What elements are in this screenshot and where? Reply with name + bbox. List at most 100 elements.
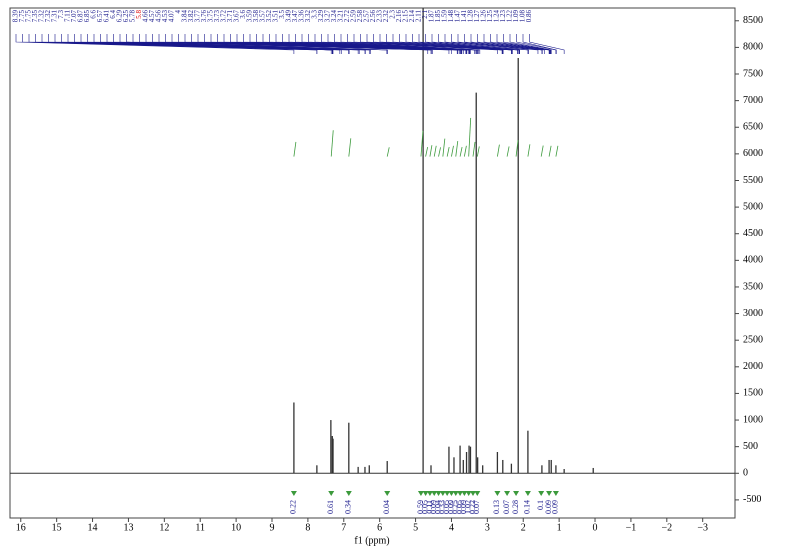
x-tick-label: 2 (521, 522, 526, 533)
peak-label: 1.08 (519, 10, 527, 23)
peak-label: 2.57 (363, 10, 371, 23)
y-tick-label: 5500 (743, 175, 763, 186)
y-tick-label: 0 (743, 468, 748, 479)
integral-curve (555, 145, 559, 157)
integral-curve (293, 141, 297, 157)
x-tick-label: 14 (88, 522, 98, 533)
peak-label: 2.33 (376, 10, 384, 23)
peak-label: 3.57 (259, 10, 267, 23)
y-tick-label: 7500 (743, 68, 763, 79)
peak-label: 3.77 (194, 10, 202, 23)
peak-label: 7.11 (64, 10, 72, 22)
peak-label: 1.24 (493, 10, 501, 23)
integral-label: 0.09 (551, 500, 560, 514)
peak-label-connector (139, 34, 388, 54)
integral-marker (290, 491, 297, 496)
peak-label: 3.49 (285, 10, 293, 23)
peak-label: 3.47 (291, 10, 299, 23)
peak-label: 6.41 (103, 10, 111, 23)
integral-label: 0.09 (429, 500, 438, 514)
peak-label: 2.11 (415, 10, 423, 22)
integral-curve (527, 144, 531, 157)
y-tick-label: 6000 (743, 148, 763, 159)
peak-label-connector (490, 34, 551, 54)
integral-curve (438, 147, 441, 157)
peak-label-connector (509, 34, 552, 54)
peak-label-connector (438, 34, 529, 54)
peak-label: 6.6 (90, 10, 98, 19)
peak-label: 1.22 (506, 10, 514, 23)
peak-label: 6.29 (116, 10, 124, 23)
peak-label-connector (457, 34, 543, 54)
peak-label: 1.28 (467, 10, 475, 23)
y-tick-label: 2500 (743, 334, 763, 345)
x-tick-label: −2 (661, 522, 672, 533)
y-tick-label: 5000 (743, 201, 763, 212)
x-tick-label: 3 (485, 522, 490, 533)
peak-label-connector (477, 34, 550, 54)
peak-label: 2.14 (408, 10, 416, 23)
peak-label: 2.59 (350, 10, 358, 23)
integral-label: 0.14 (523, 500, 532, 514)
y-tick-label: 1000 (743, 414, 763, 425)
integral-label: 0.09 (544, 500, 553, 514)
integral-label: 0.05 (442, 500, 451, 514)
x-tick-label: 12 (159, 522, 169, 533)
peak-label-connector (165, 34, 433, 54)
peak-label: 5.78 (129, 10, 137, 23)
y-tick-label: 8000 (743, 42, 763, 53)
peak-label: 1.09 (512, 10, 520, 23)
peak-label: 3.76 (200, 10, 208, 23)
peak-label: 4.57 (148, 10, 156, 23)
peak-label: 7.75 (25, 10, 33, 23)
integral-label: 0.33 (438, 500, 447, 514)
peak-label: 4.66 (142, 10, 150, 23)
x-tick-label: 13 (123, 522, 133, 533)
integral-curve (348, 138, 352, 157)
y-tick-label: 4500 (743, 228, 763, 239)
integral-marker (552, 491, 559, 496)
y-tick-label: 6500 (743, 122, 763, 133)
integral-curve (433, 145, 437, 157)
integral-marker (452, 491, 459, 496)
x-tick-label: 9 (270, 522, 275, 533)
integral-curve (386, 147, 390, 157)
integral-label: 0.04 (433, 500, 442, 514)
integral-label: 0.13 (492, 500, 501, 514)
x-tick-label: 7 (341, 522, 346, 533)
integral-marker (345, 491, 352, 496)
peak-label: 3.72 (220, 10, 228, 23)
integral-label: 0.61 (326, 500, 335, 514)
integral-marker (494, 491, 501, 496)
peak-label: 1.87 (428, 10, 436, 23)
peak-label: 2.72 (343, 10, 351, 23)
integral-curve (330, 130, 334, 157)
peak-label-connector (373, 34, 504, 54)
peak-label-connector (425, 34, 520, 54)
peak-label: 6.87 (77, 10, 85, 23)
integral-curve (515, 140, 519, 157)
integral-curve (420, 130, 424, 157)
integral-curve (455, 140, 459, 157)
integral-marker (504, 491, 511, 496)
peak-label: 4.56 (155, 10, 163, 23)
peak-label: 6.85 (83, 10, 91, 23)
integral-marker (384, 491, 391, 496)
y-tick-label: 3000 (743, 308, 763, 319)
peak-label: 5.8 (135, 10, 143, 19)
peak-label: 1.48 (447, 10, 455, 23)
peak-label-connector (451, 34, 543, 54)
peak-label: 1.23 (499, 10, 507, 23)
peak-label: 3.75 (207, 10, 215, 23)
peak-label: 7.75 (18, 10, 26, 23)
integral-marker (417, 491, 424, 496)
integral-label: 0.07 (472, 500, 481, 514)
integral-curve (459, 146, 463, 157)
peak-label: 3.51 (272, 10, 280, 23)
integral-marker (457, 491, 464, 496)
integral-label: 0.59 (416, 500, 425, 514)
integral-marker (426, 491, 433, 496)
integral-label: 0.05 (420, 500, 429, 514)
integral-marker (439, 491, 446, 496)
